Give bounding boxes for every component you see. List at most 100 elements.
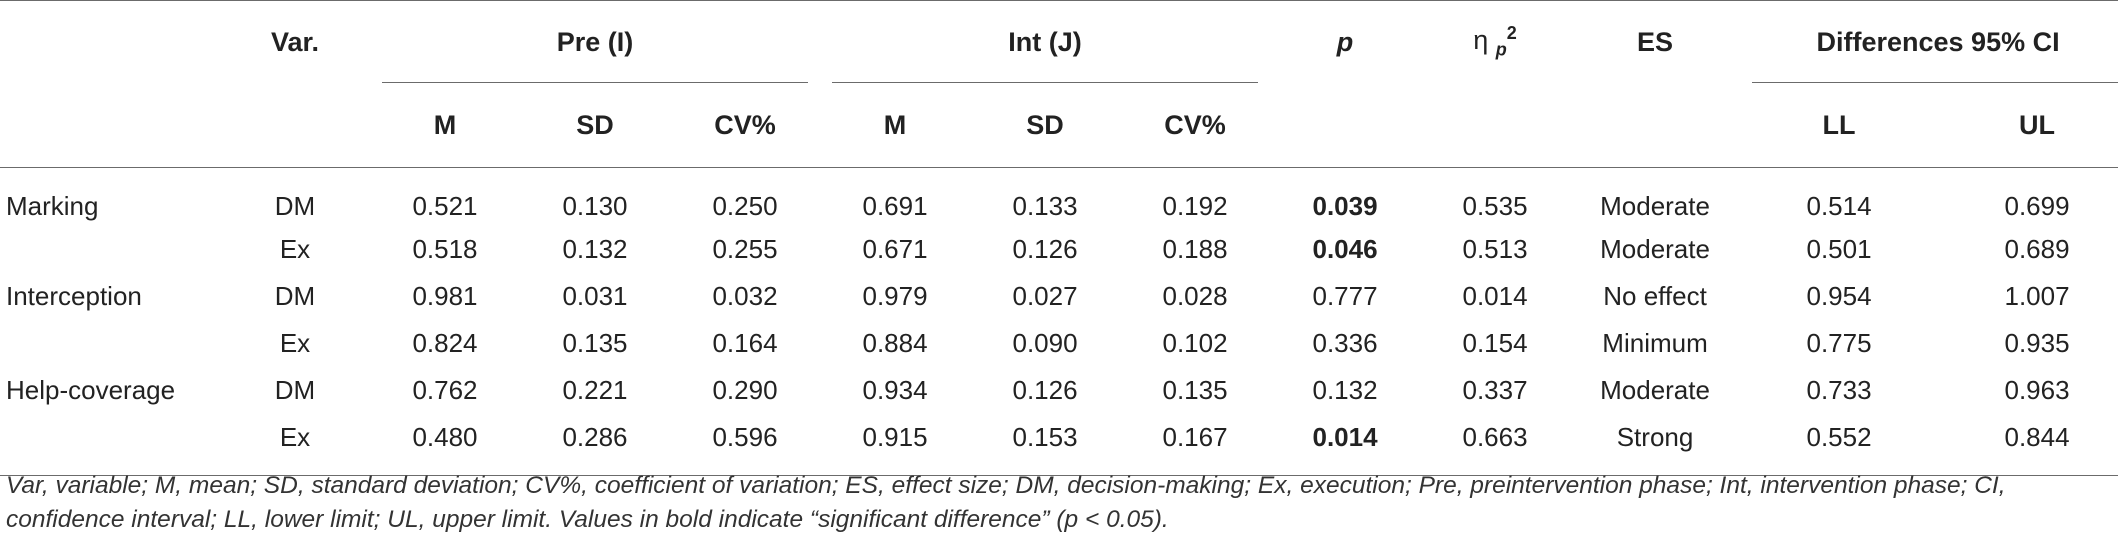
- table-footnote: Var, variable; M, mean; SD, standard dev…: [6, 472, 2006, 533]
- table-row: Interception DM 0.981 0.031 0.032 0.979 …: [0, 273, 2118, 320]
- p-value: 0.777: [1312, 281, 1378, 311]
- row-var: Ex: [279, 234, 311, 264]
- ci-ul: 0.844: [1938, 414, 2118, 476]
- eta-value: 0.014: [1462, 281, 1528, 311]
- subheader-ll: LL: [1740, 83, 1939, 168]
- row-label: Marking: [6, 190, 99, 221]
- p-value: 0.046: [1312, 234, 1378, 264]
- header-eta: η p2: [1420, 1, 1570, 84]
- pre-sd: 0.031: [562, 281, 628, 311]
- subheader-int-m: M: [820, 83, 971, 168]
- int-sd: 0.153: [970, 414, 1121, 476]
- p-value: 0.039: [1312, 190, 1378, 221]
- row-label: Interception: [6, 281, 142, 311]
- header-int: Int (J): [820, 1, 1270, 84]
- table-row: Help-coverage DM 0.762 0.221 0.290 0.934…: [0, 367, 2118, 414]
- header-blank: [0, 1, 220, 84]
- pre-sd: 0.135: [562, 328, 628, 358]
- int-m: 0.979: [862, 281, 928, 311]
- eta-symbol: η: [1473, 25, 1489, 56]
- effect-size: Moderate: [1600, 375, 1710, 405]
- subheader-blank-4: [1420, 83, 1571, 168]
- pre-sd: 0.286: [520, 414, 670, 476]
- header-pre: Pre (I): [370, 1, 820, 84]
- row-var: Ex: [279, 328, 311, 358]
- ci-ll: 0.552: [1740, 414, 1939, 476]
- ci-ll: 0.954: [1806, 281, 1872, 311]
- pre-m: 0.981: [412, 281, 478, 311]
- row-var: Ex: [220, 414, 370, 476]
- int-sd: 0.133: [1012, 190, 1078, 221]
- table-row: Ex 0.480 0.286 0.596 0.915 0.153 0.167 0…: [0, 414, 2118, 476]
- int-m: 0.934: [862, 375, 928, 405]
- header-var: Var.: [270, 26, 320, 57]
- row-label: [0, 320, 220, 367]
- row-var: DM: [274, 190, 316, 221]
- eta-value: 0.535: [1462, 190, 1528, 221]
- row-var: DM: [274, 281, 316, 311]
- subheader-blank-3: [1270, 83, 1421, 168]
- int-cv: 0.135: [1162, 375, 1228, 405]
- effect-size: No effect: [1603, 281, 1707, 311]
- pre-sd: 0.130: [562, 190, 628, 221]
- pre-cv: 0.596: [670, 414, 821, 476]
- pre-cv: 0.250: [712, 190, 778, 221]
- table-row: Ex 0.518 0.132 0.255 0.671 0.126 0.188 0…: [0, 226, 2118, 273]
- int-cv: 0.192: [1162, 190, 1228, 221]
- ci-ll: 0.501: [1806, 234, 1872, 264]
- pre-cv: 0.032: [712, 281, 778, 311]
- ci-ul: 1.007: [2004, 281, 2070, 311]
- table-row: Ex 0.824 0.135 0.164 0.884 0.090 0.102 0…: [0, 320, 2118, 367]
- int-sd: 0.126: [1012, 375, 1078, 405]
- p-value: 0.336: [1312, 328, 1378, 358]
- int-m: 0.915: [820, 414, 971, 476]
- subheader-int-sd: SD: [970, 83, 1121, 168]
- subheader-blank-5: [1570, 83, 1741, 168]
- int-sd: 0.090: [1012, 328, 1078, 358]
- subheader-pre-m: M: [370, 83, 520, 168]
- int-sd: 0.126: [1012, 234, 1078, 264]
- p-value: 0.014: [1270, 414, 1421, 476]
- pre-m: 0.762: [412, 375, 478, 405]
- row-var: DM: [274, 375, 316, 405]
- pre-cv: 0.255: [712, 234, 778, 264]
- eta-value: 0.513: [1462, 234, 1528, 264]
- pre-sd: 0.221: [562, 375, 628, 405]
- eta-value: 0.154: [1462, 328, 1528, 358]
- pre-m: 0.518: [412, 234, 478, 264]
- pre-cv: 0.290: [712, 375, 778, 405]
- int-cv: 0.102: [1162, 328, 1228, 358]
- row-label: [0, 226, 220, 273]
- ci-ll: 0.733: [1806, 375, 1872, 405]
- pre-cv: 0.164: [712, 328, 778, 358]
- pre-m: 0.521: [412, 190, 478, 221]
- eta-value: 0.337: [1462, 375, 1528, 405]
- effect-size: Minimum: [1602, 328, 1708, 358]
- subheader-blank-1: [0, 83, 220, 168]
- effect-size: Moderate: [1600, 190, 1710, 221]
- row-label: Help-coverage: [6, 375, 176, 405]
- p-value: 0.132: [1312, 375, 1378, 405]
- header-p: p: [1336, 26, 1354, 57]
- pre-sd: 0.132: [562, 234, 628, 264]
- effect-size: Strong: [1570, 414, 1741, 476]
- ci-ll: 0.775: [1806, 328, 1872, 358]
- subheader-pre-sd: SD: [520, 83, 670, 168]
- int-m: 0.691: [862, 190, 928, 221]
- int-cv: 0.167: [1120, 414, 1271, 476]
- ci-ll: 0.514: [1806, 190, 1872, 221]
- int-m: 0.671: [862, 234, 928, 264]
- eta-sup: 2: [1506, 23, 1517, 44]
- int-cv: 0.028: [1162, 281, 1228, 311]
- ci-ul: 0.699: [2004, 190, 2070, 221]
- results-table: Var. Pre (I) Int (J) p η p2 ES Differenc…: [0, 0, 2118, 476]
- pre-m: 0.480: [370, 414, 520, 476]
- subheader-pre-cv: CV%: [670, 83, 821, 168]
- eta-sub: p: [1495, 39, 1507, 60]
- header-es: ES: [1637, 26, 1674, 57]
- int-cv: 0.188: [1162, 234, 1228, 264]
- table-row: Marking DM 0.521 0.130 0.250 0.691 0.133…: [0, 168, 2118, 227]
- int-sd: 0.027: [1012, 281, 1078, 311]
- subheader-int-cv: CV%: [1120, 83, 1271, 168]
